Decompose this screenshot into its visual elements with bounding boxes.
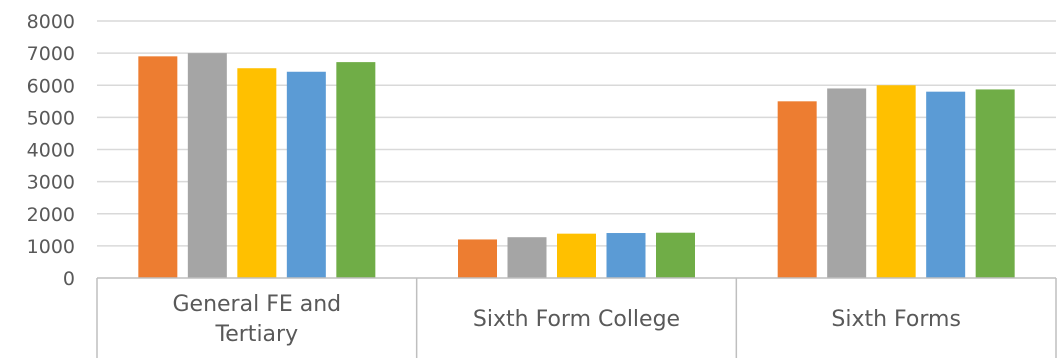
bar (926, 91, 966, 278)
y-tick-label: 7000 (27, 43, 75, 65)
axes (96, 277, 1057, 358)
bar (286, 71, 326, 278)
bar (876, 85, 916, 278)
labels: 0 1000 2000 3000 4000 5000 6000 7000 8000 General… (27, 11, 961, 347)
y-tick-label: 2000 (27, 204, 75, 226)
y-tick-label: 1000 (27, 236, 75, 258)
y-tick-label: 0 (63, 268, 75, 290)
category-label: Sixth Form College (473, 307, 680, 332)
category-label: Tertiary (215, 322, 299, 347)
bar (975, 89, 1015, 279)
y-tick-label: 6000 (27, 75, 75, 97)
y-tick-label: 3000 (27, 172, 75, 194)
bar (827, 88, 867, 279)
category-label: General FE and (173, 292, 342, 317)
y-tick-label: 5000 (27, 107, 75, 129)
bar (336, 62, 376, 279)
y-tick-label: 8000 (27, 11, 75, 33)
y-tick-label: 4000 (27, 140, 75, 162)
bar (138, 56, 178, 279)
bar (507, 237, 547, 278)
bars (138, 53, 1015, 279)
bar (458, 239, 497, 278)
bar (656, 232, 695, 278)
bar (777, 101, 817, 278)
category-label: Sixth Forms (831, 307, 961, 332)
bar (606, 233, 646, 278)
bar (557, 233, 596, 278)
bar (237, 68, 277, 278)
bar (187, 53, 227, 278)
